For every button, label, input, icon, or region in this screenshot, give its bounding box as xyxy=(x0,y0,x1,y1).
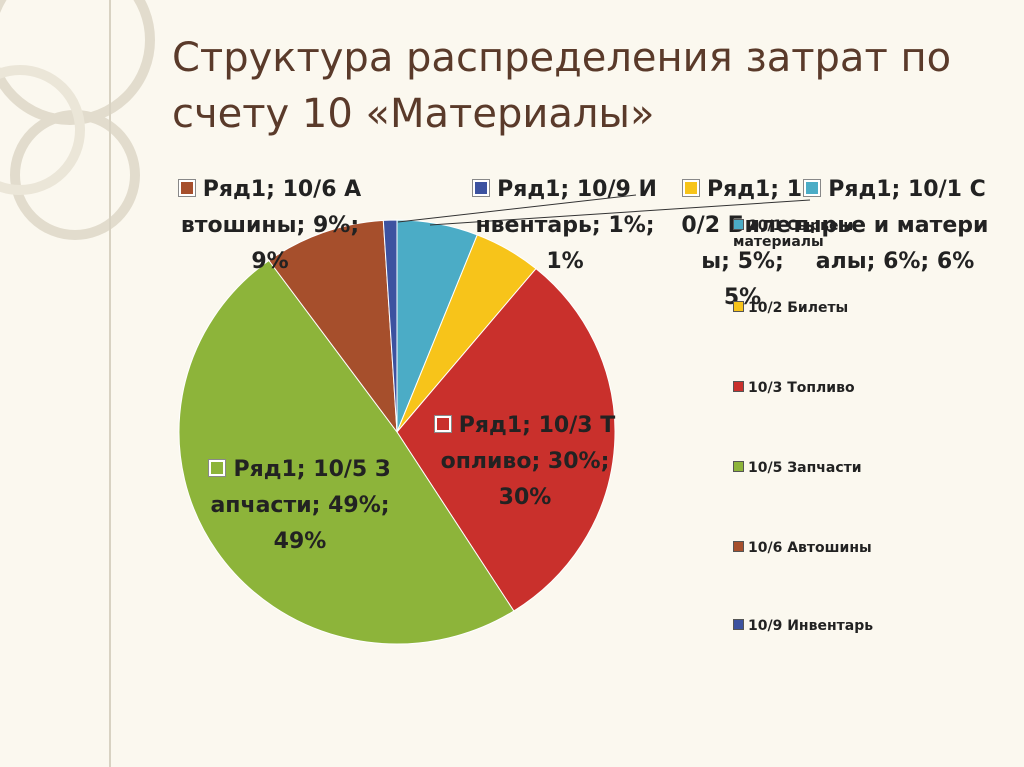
legend-entry: 10/1 Сырье и материалы xyxy=(733,218,923,250)
data-label: Ряд1; 10/5 Запчасти; 49%; 49% xyxy=(205,452,395,560)
legend-key xyxy=(733,219,744,230)
leader-line xyxy=(397,194,637,223)
label-key xyxy=(681,179,700,197)
legend-entry: 10/5 Запчасти xyxy=(733,460,923,476)
legend-key xyxy=(733,461,744,472)
leader-line xyxy=(429,199,811,226)
data-label-text: Ряд1; 10/1 Сырье и материалы; 6%; 6% xyxy=(801,177,989,274)
data-label-text: Ряд1; 10/9 Инвентарь; 1%; 1% xyxy=(475,177,657,274)
legend-label: 10/2 Билеты xyxy=(748,300,849,316)
legend-label: 10/9 Инвентарь xyxy=(748,618,874,634)
legend-key xyxy=(733,301,744,312)
label-key xyxy=(433,415,452,433)
decoration xyxy=(0,0,155,240)
pie-slice xyxy=(178,259,515,645)
legend-entry: 10/6 Автошины xyxy=(733,540,923,556)
data-label: Ряд1; 10/6 Автошины; 9%; 9% xyxy=(175,172,365,280)
pie xyxy=(178,219,616,645)
label-key xyxy=(208,459,227,477)
data-label: Ряд1; 10/3 Топливо; 30%; 30% xyxy=(430,408,620,516)
legend-entry: 10/2 Билеты xyxy=(733,300,923,316)
pie-slice xyxy=(382,219,398,433)
legend-label: 10/6 Автошины xyxy=(748,540,872,556)
pie-slice xyxy=(396,267,616,612)
legend-key xyxy=(733,381,744,392)
legend-entry: 10/9 Инвентарь xyxy=(733,618,923,634)
data-label-text: Ряд1; 10/6 Автошины; 9%; 9% xyxy=(180,177,362,274)
legend-entry: 10/3 Топливо xyxy=(733,380,923,396)
legend-label: 10/1 Сырье и материалы xyxy=(733,218,854,250)
chart-title: Структура распределения затрат по счету … xyxy=(172,35,952,137)
pie-slice xyxy=(268,219,398,434)
legend-label: 10/5 Запчасти xyxy=(748,460,862,476)
data-label-text: Ряд1; 10/5 Запчасти; 49%; 49% xyxy=(210,457,391,554)
label-key xyxy=(803,179,822,197)
legend-key xyxy=(733,619,744,630)
legend-key xyxy=(733,541,744,552)
label-key xyxy=(472,179,491,197)
data-label: Ряд1; 10/9 Инвентарь; 1%; 1% xyxy=(470,172,660,280)
data-label: Ряд1; 10/1 Сырье и материалы; 6%; 6% xyxy=(800,172,990,280)
label-key xyxy=(177,179,196,197)
data-label-text: Ряд1; 10/3 Топливо; 30%; 30% xyxy=(440,413,616,510)
legend-label: 10/3 Топливо xyxy=(748,380,855,396)
